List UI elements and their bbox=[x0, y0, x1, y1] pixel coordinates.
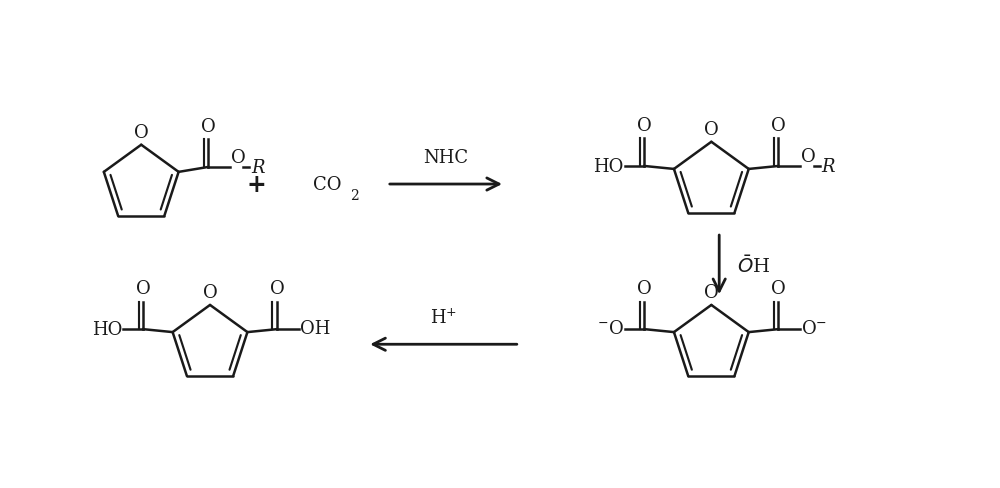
Text: $\bar{O}$H: $\bar{O}$H bbox=[737, 254, 770, 276]
Text: OH: OH bbox=[300, 320, 330, 338]
Text: O: O bbox=[270, 279, 284, 297]
Text: +: + bbox=[246, 173, 266, 197]
Text: O: O bbox=[203, 284, 217, 302]
Text: O: O bbox=[801, 148, 816, 165]
Text: HO: HO bbox=[593, 158, 624, 176]
Text: R: R bbox=[821, 158, 835, 176]
Text: O: O bbox=[637, 279, 652, 297]
Text: O: O bbox=[704, 121, 719, 139]
Text: O: O bbox=[231, 149, 245, 166]
Text: H$^{+}$: H$^{+}$ bbox=[430, 307, 457, 327]
Text: O: O bbox=[704, 284, 719, 302]
Text: R: R bbox=[251, 159, 265, 177]
Text: O: O bbox=[134, 123, 149, 142]
Text: O: O bbox=[771, 279, 786, 297]
Text: O: O bbox=[201, 117, 215, 135]
Text: HO: HO bbox=[92, 321, 123, 339]
Text: O: O bbox=[771, 116, 786, 134]
Text: CO: CO bbox=[313, 176, 342, 194]
Text: O$^{-}$: O$^{-}$ bbox=[801, 320, 827, 338]
Text: NHC: NHC bbox=[423, 149, 468, 167]
Text: O: O bbox=[637, 116, 652, 134]
Text: 2: 2 bbox=[350, 188, 358, 203]
Text: $^{-}$O: $^{-}$O bbox=[597, 320, 624, 338]
Text: O: O bbox=[136, 279, 151, 297]
